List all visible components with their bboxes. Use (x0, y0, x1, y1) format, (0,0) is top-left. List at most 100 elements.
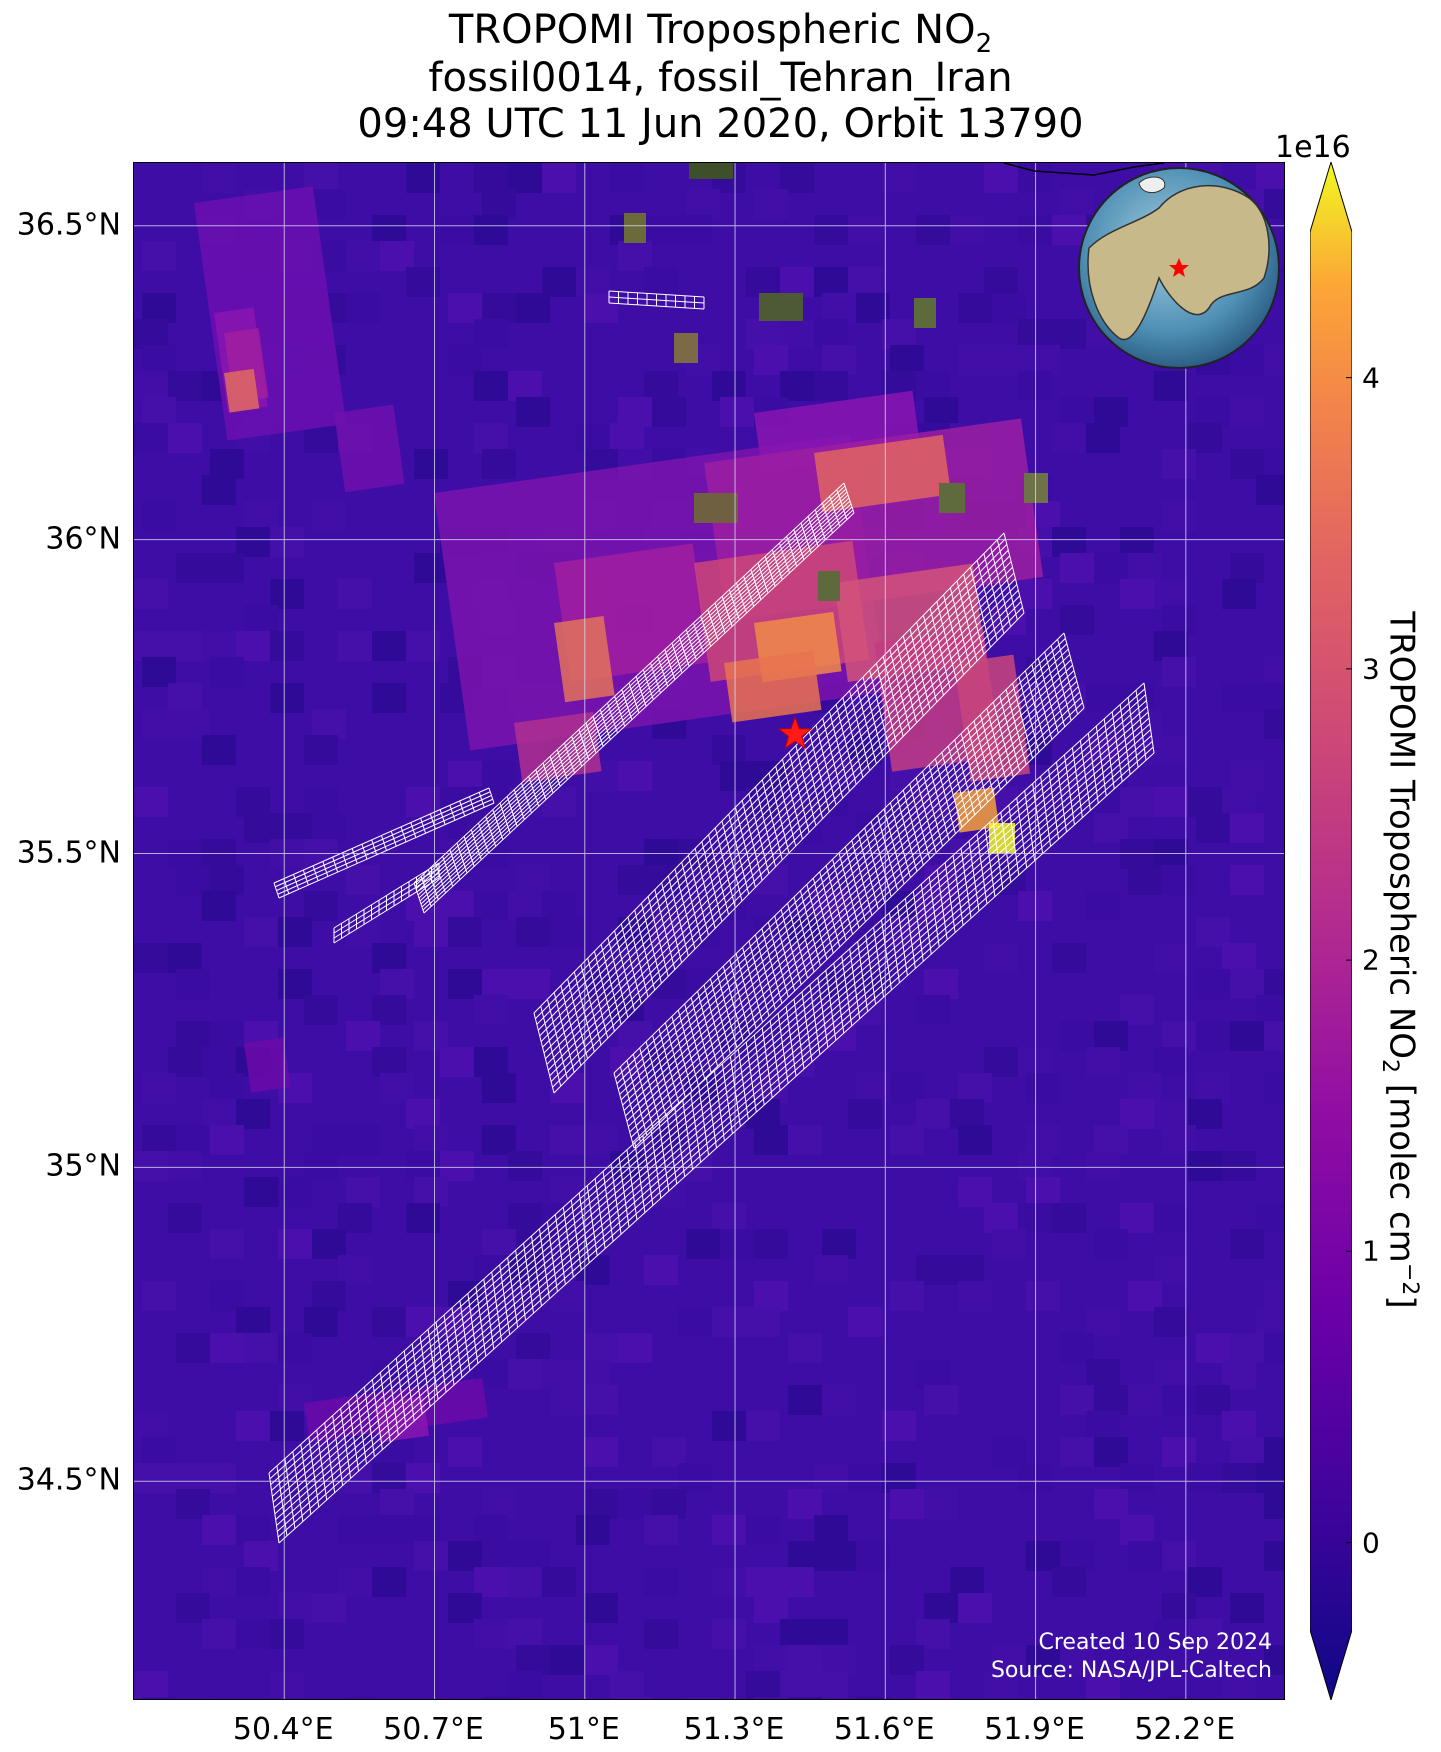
background-cell (1120, 579, 1154, 609)
background-cell (644, 371, 678, 401)
background-cell (1060, 1021, 1094, 1051)
background-cell (482, 1697, 516, 1699)
background-cell (142, 501, 176, 531)
background-cell (720, 761, 754, 791)
background-cell (1162, 1593, 1196, 1623)
background-cell (210, 1281, 244, 1311)
background-cell (346, 865, 380, 895)
background-cell (134, 631, 168, 661)
background-cell (1196, 1021, 1230, 1051)
background-cell (202, 163, 236, 193)
background-cell (1188, 1567, 1222, 1597)
background-cell (236, 631, 270, 661)
background-cell (992, 1645, 1026, 1675)
background-cell (1230, 1229, 1264, 1259)
background-cell (618, 1021, 652, 1051)
background-cell (372, 943, 406, 973)
background-cell (788, 1333, 822, 1363)
observation-footprints (268, 290, 1155, 1544)
plume-cell (244, 1037, 291, 1093)
footprint-line (417, 494, 849, 896)
background-cell (1052, 1203, 1086, 1233)
background-cell (1230, 865, 1264, 895)
background-cell (1230, 449, 1264, 479)
footprint-line (333, 862, 440, 929)
background-cell (516, 1645, 550, 1675)
background-cell (788, 1541, 822, 1571)
background-cell (1154, 787, 1188, 817)
background-cell (1196, 397, 1230, 427)
background-cell (542, 163, 576, 193)
background-cell (1162, 1125, 1196, 1155)
background-cell (168, 1151, 202, 1181)
background-cell (482, 1229, 516, 1259)
background-cell (1094, 1125, 1128, 1155)
footprint-line (419, 500, 851, 902)
footprint-line (275, 791, 491, 888)
background-cell (380, 1489, 414, 1519)
background-cell (1018, 1047, 1052, 1077)
background-cell (678, 1307, 712, 1337)
footprint-line (553, 612, 1025, 1094)
background-cell (1060, 605, 1094, 635)
background-cell (1222, 1151, 1256, 1181)
background-cell (1094, 553, 1128, 583)
map-panel[interactable]: Created 10 Sep 2024 Source: NASA/JPL-Cal… (133, 162, 1285, 1700)
background-cell (304, 891, 338, 921)
background-cell (610, 423, 644, 453)
footprint-line (627, 686, 1079, 1127)
background-cell (372, 1047, 406, 1077)
background-cell (210, 553, 244, 583)
background-cell (474, 215, 508, 245)
background-cell (414, 1125, 448, 1155)
globe-greenland (1138, 176, 1166, 194)
background-cell (210, 1229, 244, 1259)
background-cell (134, 1151, 168, 1181)
background-cell (1230, 1021, 1264, 1051)
background-cell (414, 1541, 448, 1571)
footprint-line (608, 296, 705, 304)
longitude-label: 51.9°E (984, 1712, 1085, 1747)
target-star-icon (777, 715, 813, 750)
background-cell (652, 1437, 686, 1467)
background-cell (1230, 761, 1264, 791)
background-cell (202, 891, 236, 921)
background-cell (856, 1541, 890, 1571)
background-cell (244, 1177, 278, 1207)
background-cell (610, 163, 644, 193)
footprint-line (630, 696, 1082, 1138)
background-cell (176, 1489, 210, 1519)
background-cell (1154, 943, 1188, 973)
background-cell (142, 1437, 176, 1467)
credit-source: Source: NASA/JPL-Caltech (990, 1658, 1272, 1683)
background-cell (924, 1593, 958, 1623)
background-cell (372, 1463, 406, 1493)
background-cell (542, 891, 576, 921)
background-cell (1196, 969, 1230, 999)
background-cell (1256, 995, 1284, 1025)
footprint-line (276, 740, 1153, 1532)
background-cell (304, 1151, 338, 1181)
footprint-line (629, 691, 1081, 1133)
footprint-line (632, 702, 1083, 1144)
background-cell (380, 1437, 414, 1467)
background-cell (550, 917, 584, 947)
background-cell (1230, 969, 1264, 999)
background-cell (712, 735, 746, 765)
background-cell (1120, 1099, 1154, 1129)
background-cell (1230, 1437, 1264, 1467)
background-cell (1094, 1489, 1128, 1519)
background-cell (1196, 1385, 1230, 1415)
background-cell (372, 215, 406, 245)
background-cell (746, 1307, 780, 1337)
background-cell (236, 1567, 270, 1597)
background-cell (958, 345, 992, 375)
footprint-line (623, 670, 1075, 1111)
background-cell (1196, 917, 1230, 947)
background-cell (414, 917, 448, 947)
background-cell (890, 1073, 924, 1103)
background-cell (176, 1021, 210, 1051)
background-cell (882, 163, 916, 193)
footprint-line (274, 723, 1151, 1515)
longitude-label: 52.2°E (1134, 1712, 1236, 1747)
